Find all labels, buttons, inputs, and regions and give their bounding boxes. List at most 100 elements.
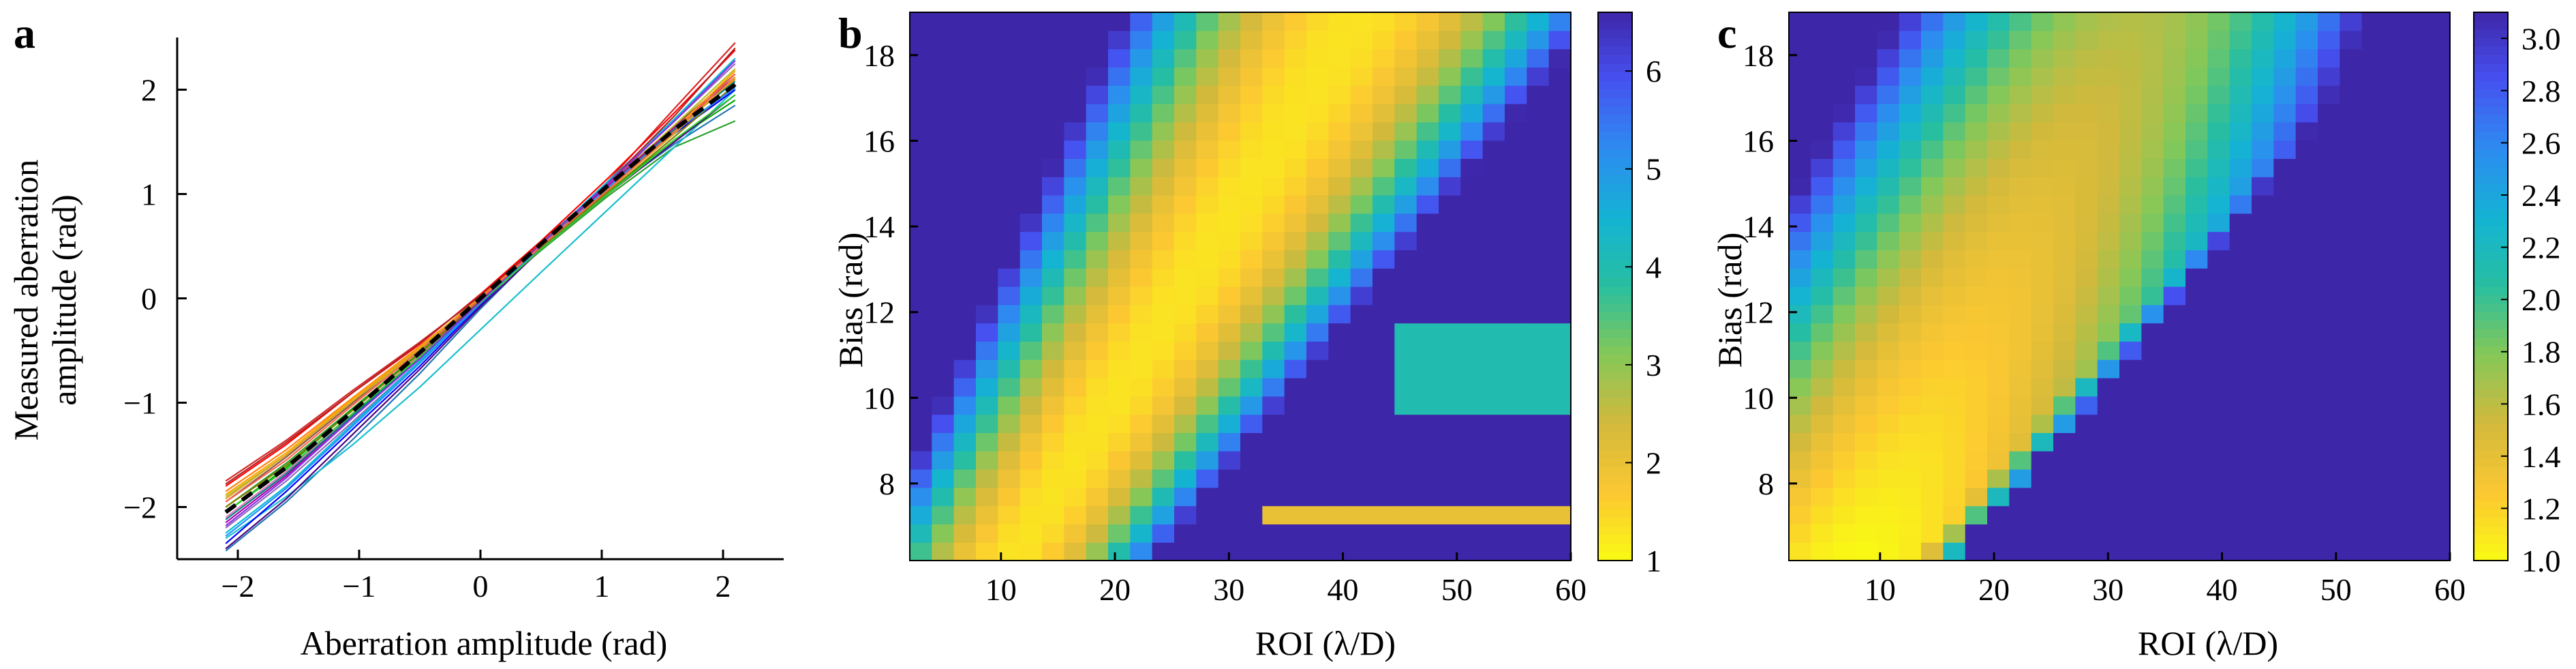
heatmap-cell — [1196, 414, 1219, 433]
heatmap-cell — [1218, 268, 1241, 287]
heatmap-cell — [2075, 487, 2098, 507]
heatmap-cell — [2427, 524, 2451, 543]
heatmap-cell — [1262, 286, 1285, 306]
heatmap-cell — [976, 304, 998, 324]
heatmap-cell — [1152, 268, 1175, 287]
heatmap-cell — [1306, 469, 1329, 488]
heatmap-cell — [2406, 231, 2429, 250]
heatmap-cell — [2295, 396, 2318, 415]
heatmap-cell — [1416, 121, 1439, 141]
heatmap-cell — [1482, 487, 1505, 507]
heatmap-cell — [976, 268, 998, 287]
heatmap-cell — [2075, 396, 2098, 415]
heatmap-cell — [2318, 432, 2340, 451]
heatmap-cell — [998, 48, 1021, 68]
heatmap-cell — [1306, 524, 1329, 543]
heatmap-cell — [1350, 85, 1373, 104]
heatmap-cell — [2097, 30, 2120, 50]
heatmap-cell — [1218, 158, 1241, 177]
heatmap-cell — [1130, 213, 1153, 233]
heatmap-cell — [1240, 268, 1263, 287]
heatmap-cell — [2097, 140, 2120, 159]
heatmap-cell — [1833, 378, 1856, 397]
heatmap-cell — [953, 505, 977, 524]
heatmap-cell — [953, 469, 977, 488]
heatmap-cell — [1174, 432, 1197, 451]
heatmap-cell — [2340, 250, 2363, 269]
heatmap-cell — [2053, 231, 2076, 250]
heatmap-cell — [1921, 67, 1944, 86]
heatmap-cell — [2163, 396, 2186, 415]
heatmap-cell — [2252, 341, 2274, 360]
heatmap-cell — [1527, 140, 1550, 159]
heatmap-cell — [1439, 359, 1461, 378]
heatmap-cell — [2318, 12, 2340, 31]
heatmap-cell — [2207, 469, 2230, 488]
heatmap-cell — [1789, 487, 1811, 507]
heatmap-cell — [2207, 341, 2230, 360]
heatmap-cell — [1439, 451, 1461, 470]
heatmap-cell — [2406, 378, 2429, 397]
heatmap-cell — [2119, 524, 2142, 543]
heatmap-cell — [1284, 396, 1307, 415]
heatmap-cell — [1833, 158, 1856, 177]
heatmap-cell — [1130, 30, 1153, 50]
heatmap-cell — [1527, 158, 1550, 177]
heatmap-cell — [1174, 268, 1197, 287]
heatmap-cell — [2295, 195, 2318, 214]
colorbar-step — [1598, 303, 1632, 313]
heatmap-cell — [953, 85, 977, 104]
heatmap-cell — [1855, 286, 1877, 306]
heatmap-cell — [2075, 177, 2098, 196]
heatmap-cell — [2119, 213, 2142, 233]
heatmap-cell — [2141, 505, 2164, 524]
heatmap-cell — [2229, 432, 2252, 451]
heatmap-cell — [1108, 121, 1131, 141]
panel-c-heatmap-cells — [1789, 12, 2451, 561]
heatmap-cell — [1042, 231, 1064, 250]
heatmap-cell — [2252, 359, 2274, 378]
heatmap-cell — [932, 250, 955, 269]
heatmap-cell — [1899, 250, 1922, 269]
heatmap-cell — [1921, 30, 1944, 50]
heatmap-cell — [1439, 378, 1461, 397]
heatmap-cell — [2229, 414, 2252, 433]
heatmap-cell — [1152, 451, 1175, 470]
heatmap-cell — [1548, 469, 1571, 488]
heatmap-cell — [1548, 195, 1571, 214]
heatmap-cell — [932, 378, 955, 397]
heatmap-cell — [2009, 286, 2032, 306]
heatmap-cell — [2031, 323, 2054, 342]
heatmap-cell — [1833, 432, 1856, 451]
colorbar-tick-label: 5 — [1646, 152, 1661, 187]
heatmap-cell — [910, 195, 932, 214]
colorbar-tick-label: 2.0 — [2521, 282, 2561, 317]
heatmap-cell — [1460, 213, 1484, 233]
heatmap-cell — [1833, 231, 1856, 250]
colorbar-tick-label: 6 — [1646, 54, 1661, 89]
heatmap-cell — [1439, 432, 1461, 451]
heatmap-cell — [2075, 432, 2098, 451]
heatmap-cell — [1152, 396, 1175, 415]
heatmap-cell — [1789, 85, 1811, 104]
heatmap-cell — [2075, 140, 2098, 159]
heatmap-cell — [1394, 469, 1417, 488]
heatmap-cell — [2273, 158, 2297, 177]
heatmap-cell — [1042, 323, 1064, 342]
heatmap-cell — [1394, 85, 1417, 104]
heatmap-cell — [1965, 451, 1988, 470]
heatmap-cell — [2031, 195, 2054, 214]
heatmap-cell — [1174, 341, 1197, 360]
heatmap-cell — [2361, 268, 2385, 287]
heatmap-cell — [2207, 396, 2230, 415]
heatmap-cell — [1987, 286, 2010, 306]
heatmap-cell — [2009, 396, 2032, 415]
heatmap-cell — [1196, 67, 1219, 86]
heatmap-cell — [2361, 451, 2385, 470]
heatmap-cell — [1943, 195, 1966, 214]
heatmap-cell — [2273, 104, 2297, 123]
heatmap-cell — [2009, 121, 2032, 141]
heatmap-cell — [1174, 451, 1197, 470]
heatmap-cell — [1373, 505, 1395, 524]
heatmap-cell — [1284, 378, 1307, 397]
